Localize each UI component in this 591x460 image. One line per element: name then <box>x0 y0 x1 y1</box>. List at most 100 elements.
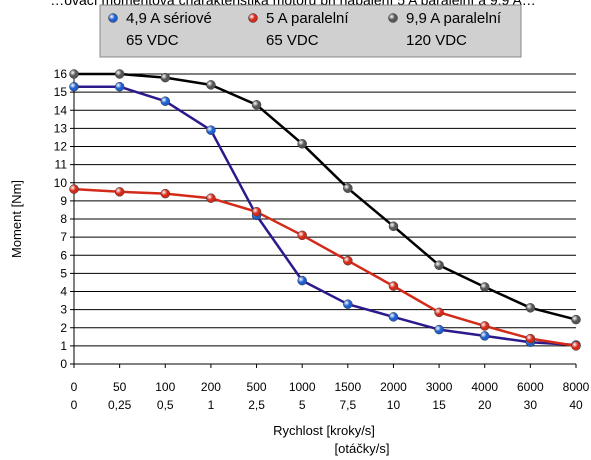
data-point <box>251 207 262 217</box>
legend-label: 120 VDC <box>406 32 467 49</box>
data-point <box>114 69 125 79</box>
x-tick-label: 500 <box>247 380 267 394</box>
legend-label: 65 VDC <box>126 32 179 49</box>
gridlines <box>74 73 576 347</box>
x-tick-label: 3000 <box>426 380 453 394</box>
y-tick-label: 16 <box>54 67 68 81</box>
y-tick-label: 12 <box>54 140 68 154</box>
y-tick-label: 4 <box>60 285 67 299</box>
x-tick-label: 8000 <box>563 380 590 394</box>
y-tick-label: 5 <box>60 266 67 280</box>
data-point <box>251 100 262 110</box>
x-tick-label: 2000 <box>380 380 407 394</box>
x-tick-label-secondary: 2,5 <box>248 398 265 412</box>
x-axis-ticks: 00500,251000,520015002,51000515007,52000… <box>71 364 590 412</box>
x-tick-label-secondary: 0,5 <box>157 398 174 412</box>
data-point <box>160 96 171 106</box>
x-tick-label-secondary: 0 <box>71 398 78 412</box>
data-point <box>388 312 399 322</box>
x-tick-label-secondary: 15 <box>432 398 446 412</box>
legend-marker <box>388 13 398 23</box>
data-point <box>206 80 216 90</box>
x-tick-label-secondary: 0,25 <box>108 398 132 412</box>
data-point <box>343 299 353 309</box>
x-tick-label: 1500 <box>334 380 361 394</box>
y-axis-title: Moment [Nm] <box>9 180 24 258</box>
data-point <box>297 275 307 286</box>
y-tick-label: 15 <box>54 85 68 99</box>
data-point <box>388 281 399 291</box>
series-lines <box>73 72 577 348</box>
data-point <box>525 303 536 313</box>
legend-marker <box>108 13 118 23</box>
legend-label: 5 A paralelní <box>266 10 349 27</box>
legend-label: 4,9 A sériové <box>126 10 212 27</box>
x-tick-label-secondary: 1 <box>208 398 215 412</box>
chart-title: …ovací momentová charakteristika motoru … <box>50 0 536 8</box>
y-tick-label: 6 <box>60 248 67 262</box>
data-point <box>297 139 307 149</box>
data-point <box>160 188 171 199</box>
data-point <box>388 221 399 231</box>
x-tick-label: 200 <box>201 380 221 394</box>
data-point <box>571 314 581 325</box>
data-point <box>434 307 444 318</box>
x-tick-label: 50 <box>113 380 127 394</box>
series-line <box>74 85 577 347</box>
y-tick-label: 14 <box>54 103 68 117</box>
x-tick-label-secondary: 40 <box>569 398 583 412</box>
series-markers <box>69 69 581 351</box>
data-point <box>69 69 79 79</box>
data-point <box>69 184 79 194</box>
legend-label: 65 VDC <box>266 32 319 49</box>
data-point <box>206 125 216 135</box>
x-tick-label-secondary: 30 <box>524 398 538 412</box>
data-point <box>297 230 307 241</box>
x-tick-label: 100 <box>155 380 175 394</box>
data-point <box>479 321 490 331</box>
data-point <box>434 324 444 335</box>
legend-label: 9,9 A paralelní <box>406 10 502 27</box>
x-axis-title-secondary: [otáčky/s] <box>335 441 390 456</box>
data-point <box>160 72 171 83</box>
x-axis-title: Rychlost [kroky/s] <box>273 423 375 438</box>
data-point <box>114 187 125 197</box>
x-tick-label: 6000 <box>517 380 544 394</box>
data-point <box>571 341 581 351</box>
series-line <box>73 187 577 348</box>
y-tick-label: 7 <box>60 230 67 244</box>
y-tick-label: 1 <box>60 339 67 353</box>
x-tick-label-secondary: 10 <box>387 398 401 412</box>
data-point <box>479 331 490 341</box>
x-tick-label-secondary: 7,5 <box>339 398 356 412</box>
data-point <box>114 81 125 92</box>
data-point <box>69 81 79 92</box>
y-tick-label: 3 <box>60 303 67 317</box>
y-tick-label: 8 <box>60 212 67 226</box>
data-point <box>479 282 490 292</box>
data-point <box>343 183 353 193</box>
series-line <box>74 72 577 321</box>
legend-marker <box>248 13 258 23</box>
x-tick-label: 0 <box>71 380 78 394</box>
y-tick-label: 2 <box>60 321 67 335</box>
y-tick-label: 13 <box>54 121 68 135</box>
x-tick-label-secondary: 5 <box>299 398 306 412</box>
data-point <box>434 260 444 270</box>
x-tick-label: 4000 <box>471 380 498 394</box>
data-point <box>525 333 536 344</box>
y-tick-label: 10 <box>54 176 68 190</box>
y-tick-label: 9 <box>60 194 67 208</box>
x-tick-label: 1000 <box>289 380 316 394</box>
legend-box <box>99 4 522 58</box>
data-point <box>206 193 216 203</box>
data-point <box>343 255 353 266</box>
y-tick-label: 11 <box>55 158 68 172</box>
x-tick-label-secondary: 20 <box>478 398 492 412</box>
y-tick-label: 0 <box>60 357 67 371</box>
legend: 4,9 A sériové 65 VDC 5 A paralelní 65 VDC 9,… <box>99 4 522 58</box>
